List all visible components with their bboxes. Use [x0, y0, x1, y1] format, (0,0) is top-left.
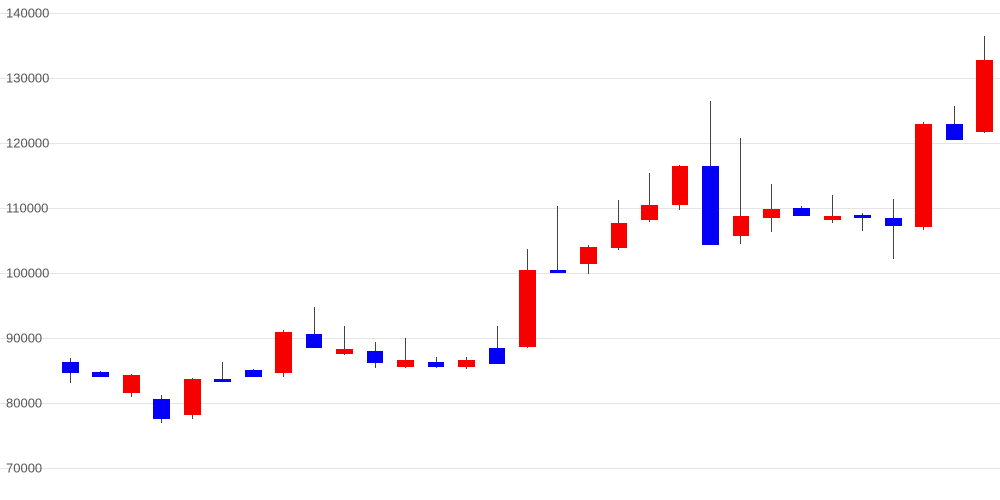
- y-axis-label: 80000: [6, 395, 42, 410]
- candle-body-down: [672, 166, 689, 206]
- candle-body-down: [275, 332, 292, 372]
- candle-body-up: [854, 215, 871, 218]
- candle-body-up: [92, 372, 109, 377]
- y-axis-label: 140000: [6, 5, 49, 20]
- y-axis-label: 100000: [6, 265, 49, 280]
- candle-body-up: [367, 351, 384, 363]
- candle-body-up: [245, 370, 262, 377]
- candle-body-up: [428, 362, 445, 367]
- candle-body-down: [580, 247, 597, 265]
- gridline: [0, 273, 1000, 274]
- candle-body-down: [611, 223, 628, 248]
- candle-body-up: [885, 218, 902, 226]
- gridline: [0, 13, 1000, 14]
- y-axis-label: 110000: [6, 200, 48, 215]
- gridline: [0, 403, 1000, 404]
- gridline: [0, 468, 1000, 469]
- candle-body-up: [793, 208, 810, 215]
- y-axis-label: 90000: [6, 330, 42, 345]
- candle-body-up: [946, 124, 963, 140]
- candle-body-down: [458, 360, 475, 367]
- y-axis-label: 70000: [6, 460, 42, 475]
- candle-body-down: [915, 124, 932, 227]
- gridline: [0, 78, 1000, 79]
- candle-body-down: [519, 270, 536, 347]
- candle-body-up: [550, 270, 567, 273]
- candle-body-down: [733, 216, 750, 236]
- candlestick-chart: 70000 80000 90000 100000 110000 120000 130000 1…: [0, 0, 1000, 500]
- y-axis-label: 120000: [6, 135, 49, 150]
- candle-body-down: [336, 349, 353, 354]
- candle-wick: [893, 199, 894, 259]
- candle-body-down: [976, 60, 993, 132]
- candle-body-up: [214, 379, 231, 383]
- candle-body-up: [702, 166, 719, 246]
- candle-body-up: [62, 362, 79, 373]
- candle-body-down: [184, 379, 201, 415]
- candle-body-down: [641, 205, 658, 221]
- candle-body-up: [489, 348, 506, 364]
- gridline: [0, 143, 1000, 144]
- candle-body-up: [153, 399, 170, 420]
- candle-body-up: [306, 334, 323, 348]
- candle-body-down: [763, 209, 780, 218]
- candle-body-down: [397, 360, 414, 367]
- y-axis-label: 130000: [6, 70, 49, 85]
- gridline: [0, 338, 1000, 339]
- candle-body-down: [123, 375, 140, 393]
- candle-body-down: [824, 216, 841, 221]
- gridline: [0, 208, 1000, 209]
- candle-wick: [557, 206, 558, 273]
